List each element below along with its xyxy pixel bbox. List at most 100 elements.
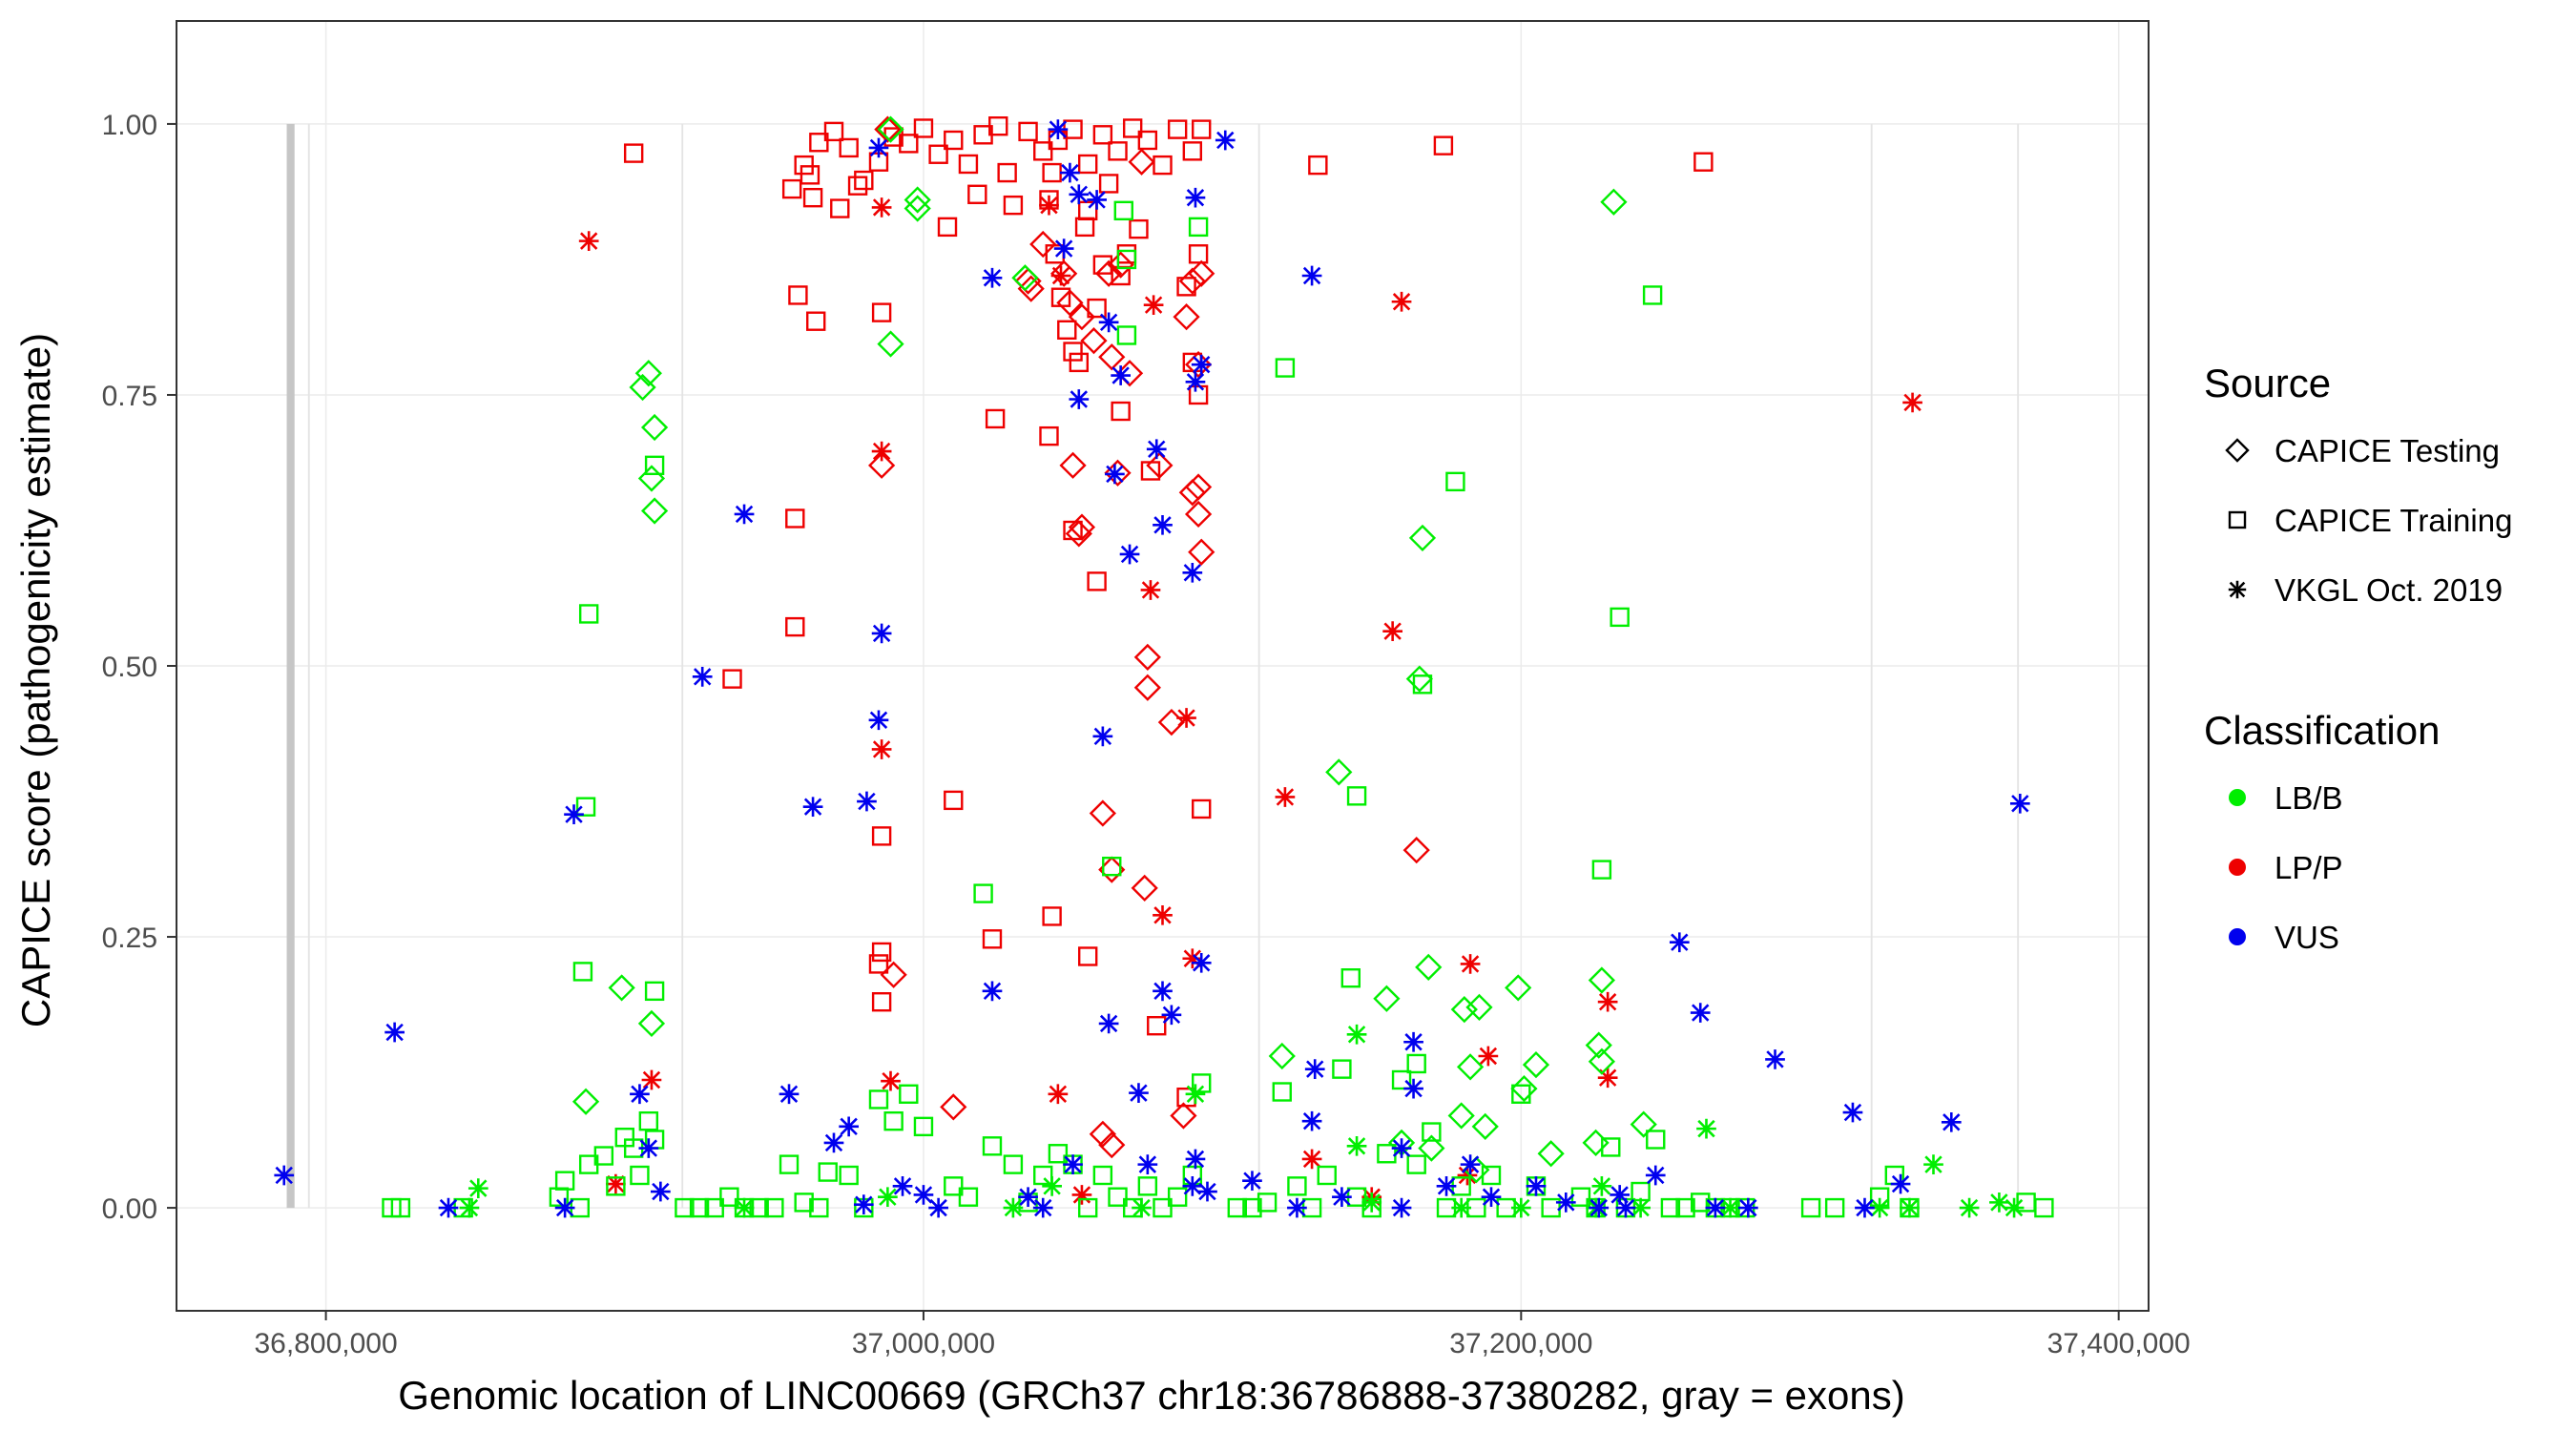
data-point bbox=[1646, 1130, 1666, 1150]
data-point bbox=[1669, 932, 1690, 953]
data-point bbox=[1391, 291, 1412, 312]
legend-class-keys bbox=[2229, 789, 2246, 945]
data-point bbox=[985, 408, 1006, 429]
legend-source-keys bbox=[2225, 438, 2250, 599]
data-point bbox=[1610, 1185, 1631, 1205]
exon-markers bbox=[286, 123, 2020, 1209]
data-point bbox=[1095, 259, 1123, 287]
data-point bbox=[1018, 121, 1038, 142]
data-point bbox=[1631, 1197, 1651, 1218]
data-point bbox=[1069, 184, 1090, 205]
data-point bbox=[883, 1110, 904, 1131]
data-point bbox=[1301, 1149, 1322, 1170]
data-point bbox=[1941, 1111, 1962, 1132]
data-point bbox=[1188, 538, 1215, 566]
data-point bbox=[823, 121, 844, 142]
data-point bbox=[1287, 1176, 1307, 1196]
data-point bbox=[1192, 119, 1212, 139]
data-point bbox=[892, 1175, 913, 1196]
data-point bbox=[704, 1197, 724, 1218]
legend: Source CAPICE Testing CAPICE Training VK… bbox=[2204, 361, 2512, 955]
data-point bbox=[1382, 621, 1402, 641]
data-point bbox=[1098, 1013, 1119, 1034]
data-point bbox=[1705, 1197, 1726, 1218]
data-point bbox=[871, 992, 892, 1012]
data-point bbox=[1173, 303, 1200, 331]
data-point bbox=[779, 1154, 800, 1174]
legend-label-lb-b: LB/B bbox=[2275, 780, 2343, 816]
data-point bbox=[794, 1192, 814, 1213]
data-point bbox=[871, 197, 892, 218]
data-point bbox=[608, 974, 635, 1002]
x-tick-label: 37,200,000 bbox=[1449, 1328, 1592, 1359]
data-point bbox=[857, 791, 877, 812]
data-point bbox=[1133, 674, 1161, 701]
data-point bbox=[1092, 125, 1113, 145]
data-point bbox=[1361, 1192, 1382, 1213]
gridlines bbox=[177, 21, 2149, 1311]
data-point bbox=[1105, 464, 1125, 485]
data-point bbox=[944, 1176, 964, 1196]
data-point bbox=[1068, 303, 1096, 331]
data-point bbox=[1113, 200, 1133, 221]
data-point bbox=[1003, 1197, 1024, 1218]
data-point bbox=[1137, 1154, 1158, 1174]
data-point bbox=[1116, 325, 1137, 345]
data-point bbox=[1185, 187, 1206, 208]
data-point bbox=[1167, 119, 1188, 139]
data-point bbox=[1445, 471, 1465, 492]
data-point bbox=[1275, 787, 1296, 807]
data-point bbox=[1065, 520, 1092, 548]
data-point bbox=[1188, 259, 1215, 287]
data-point bbox=[1460, 954, 1481, 974]
data-point bbox=[1510, 1074, 1538, 1103]
data-point bbox=[940, 1093, 967, 1121]
data-point bbox=[1087, 190, 1107, 210]
data-point bbox=[1146, 439, 1167, 460]
data-point bbox=[839, 1165, 859, 1186]
data-point bbox=[764, 1197, 784, 1218]
data-point bbox=[1422, 1122, 1442, 1142]
data-point bbox=[734, 504, 755, 525]
data-point bbox=[1074, 217, 1095, 238]
data-point bbox=[1092, 1165, 1113, 1186]
data-point bbox=[806, 311, 826, 331]
data-point bbox=[871, 826, 892, 846]
data-point bbox=[1405, 665, 1433, 693]
data-point bbox=[384, 1022, 405, 1043]
data-point bbox=[802, 187, 823, 208]
data-point bbox=[1510, 1197, 1531, 1218]
data-point bbox=[877, 330, 904, 358]
data-point bbox=[1039, 425, 1059, 446]
data-point bbox=[1332, 1187, 1352, 1208]
data-point bbox=[1800, 1197, 1821, 1218]
legend-classification-title: Classification bbox=[2204, 708, 2440, 753]
data-point bbox=[1132, 1197, 1152, 1218]
data-point bbox=[1011, 264, 1039, 292]
data-point bbox=[1153, 981, 1173, 1002]
data-point bbox=[913, 1116, 934, 1137]
data-point bbox=[904, 186, 931, 214]
data-point bbox=[1402, 837, 1430, 864]
data-point bbox=[818, 1162, 838, 1182]
data-point bbox=[880, 961, 907, 988]
data-point bbox=[1122, 118, 1143, 138]
data-point bbox=[640, 413, 669, 442]
data-point bbox=[1406, 1154, 1426, 1174]
data-point bbox=[1989, 1192, 2009, 1213]
data-point bbox=[1824, 1197, 1845, 1218]
data-point bbox=[1403, 1031, 1423, 1052]
data-point bbox=[1450, 996, 1478, 1024]
data-point bbox=[1696, 1118, 1716, 1139]
data-point bbox=[1418, 1134, 1445, 1162]
exon-marker bbox=[2017, 123, 2020, 1209]
data-point bbox=[1048, 1084, 1069, 1105]
x-axis-title: Genomic location of LINC00669 (GRCh37 ch… bbox=[398, 1373, 1905, 1418]
data-point bbox=[640, 497, 669, 525]
data-point bbox=[1098, 343, 1126, 371]
data-point bbox=[637, 1009, 666, 1038]
data-point bbox=[1059, 451, 1087, 479]
data-point bbox=[1185, 371, 1206, 392]
data-point bbox=[1406, 1053, 1426, 1074]
data-point bbox=[867, 451, 896, 479]
